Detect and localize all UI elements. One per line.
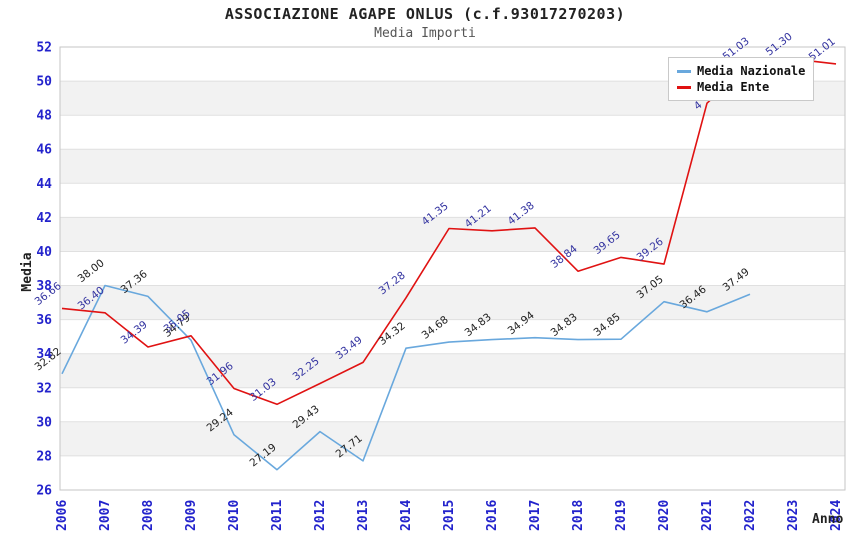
x-tick-label: 2023 [786, 500, 801, 531]
plot-band [60, 421, 845, 456]
plot-band [60, 285, 845, 320]
y-tick-label: 32 [36, 381, 52, 396]
x-tick-label: 2022 [743, 500, 758, 531]
plot-border [59, 46, 846, 491]
plot-band [60, 353, 845, 388]
y-tick-label: 40 [36, 245, 52, 260]
plot-band [60, 217, 845, 252]
legend-item-media-ente: Media Ente [677, 80, 805, 94]
x-tick-label: 2014 [399, 500, 414, 531]
x-axis-title: Anno [812, 512, 844, 527]
x-tick-label: 2009 [184, 500, 199, 531]
legend-label-media-ente: Media Ente [697, 80, 770, 94]
media-nazionale-data-label: 38.00 [76, 257, 107, 285]
y-tick-label: 48 [36, 109, 52, 124]
x-tick-label: 2017 [528, 500, 543, 531]
y-tick-label: 46 [36, 143, 52, 158]
x-tick-label: 2008 [141, 500, 156, 531]
x-tick-label: 2018 [571, 500, 586, 531]
x-tick-label: 2010 [227, 500, 242, 531]
x-tick-label: 2019 [614, 500, 629, 531]
x-tick-label: 2021 [700, 500, 715, 531]
x-tick-label: 2012 [313, 500, 328, 531]
y-tick-label: 44 [36, 177, 52, 192]
media-nazionale-line [61, 284, 751, 471]
x-tick-label: 2020 [657, 500, 672, 531]
chart-subtitle: Media Importi [374, 26, 476, 41]
media-nazionale-swatch-icon [677, 69, 691, 73]
plot-band [60, 149, 845, 184]
y-tick-label: 26 [36, 484, 52, 499]
media-ente-swatch-icon [677, 85, 691, 89]
y-tick-label: 50 [36, 75, 52, 90]
y-tick-label: 42 [36, 211, 52, 226]
x-tick-label: 2016 [485, 500, 500, 531]
media-ente-data-label: 34.39 [119, 319, 150, 347]
chart-title: ASSOCIAZIONE AGAPE ONLUS (c.f.9301727020… [224, 5, 626, 23]
legend-item-media-nazionale: Media Nazionale [677, 64, 805, 78]
y-tick-label: 34 [36, 347, 52, 362]
x-tick-label: 2006 [55, 500, 70, 531]
x-tick-label: 2015 [442, 500, 457, 531]
x-tick-label: 2007 [98, 500, 113, 531]
media-nazionale-data-label: 34.32 [377, 320, 408, 348]
legend: Media Nazionale Media Ente [668, 57, 814, 101]
x-tick-label: 2011 [270, 500, 285, 531]
x-tick-label: 2024 [829, 500, 844, 531]
y-tick-label: 36 [36, 313, 52, 328]
y-tick-label: 52 [36, 41, 52, 56]
legend-label-media-nazionale: Media Nazionale [697, 64, 806, 78]
x-tick-label: 2013 [356, 500, 371, 531]
y-tick-label: 28 [36, 449, 52, 464]
y-tick-label: 30 [36, 415, 52, 430]
y-axis-title: Media [20, 252, 35, 292]
y-tick-label: 38 [36, 279, 52, 294]
media-ente-line [61, 58, 837, 406]
